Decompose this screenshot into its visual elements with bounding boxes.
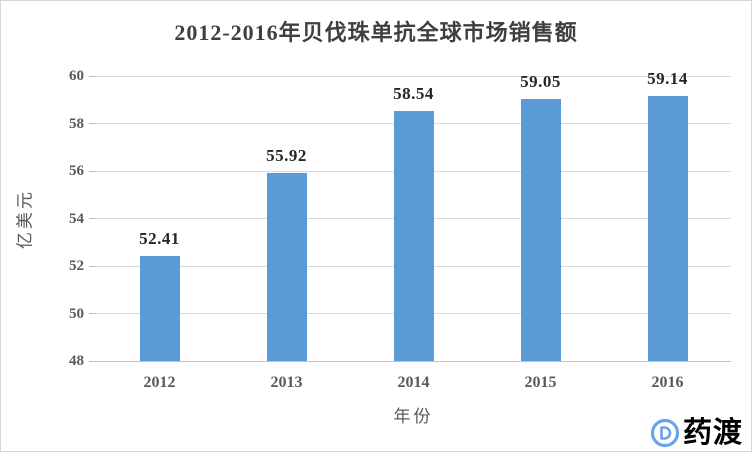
y-tick-mark: [89, 123, 96, 124]
pharmacodia-d-logo-icon: [649, 417, 681, 449]
y-tick-label: 48: [69, 353, 84, 369]
y-tick-label: 58: [69, 115, 84, 132]
x-tick-label: 2014: [397, 374, 430, 391]
bar-value-label: 55.92: [266, 145, 307, 165]
bar-value-label: 52.41: [139, 229, 180, 249]
x-tick-label: 2016: [651, 374, 684, 391]
bar-value-label: 59.05: [520, 71, 561, 91]
gridline: [96, 75, 731, 77]
bar-value-label: 58.54: [393, 83, 434, 103]
gridline: [96, 360, 731, 362]
y-tick-label: 52: [69, 258, 84, 274]
plot-area: 48 50 52 54 56 58 60 52.41 2012 55.92 2013 58.54 201…: [69, 68, 731, 391]
watermark: 药渡: [649, 416, 743, 450]
bar: [520, 98, 561, 361]
y-tick-mark: [89, 218, 96, 219]
bar-value-label: 59.14: [647, 69, 688, 89]
y-tick-label: 54: [69, 210, 84, 227]
bar: [647, 96, 688, 361]
chart-title: 2012-2016年贝伐珠单抗全球市场销售额: [174, 20, 578, 45]
y-tick-label: 50: [69, 305, 84, 322]
watermark-brand-text: 药渡: [682, 417, 743, 449]
y-tick-label: 56: [69, 163, 84, 179]
x-tick-label: 2012: [143, 374, 176, 391]
bar: [266, 172, 307, 361]
x-axis-title: 年份: [393, 407, 434, 426]
y-tick-mark: [89, 360, 96, 362]
bar: [139, 256, 180, 361]
y-tick-mark: [89, 75, 96, 77]
y-tick-mark: [89, 265, 96, 267]
y-axis-title: 亿美元: [15, 189, 35, 249]
bar: [393, 110, 434, 361]
y-tick-mark: [89, 313, 96, 314]
y-tick-mark: [89, 170, 96, 172]
y-tick-label: 60: [69, 68, 84, 84]
x-tick-label: 2013: [270, 374, 303, 391]
x-tick-label: 2015: [524, 374, 557, 391]
